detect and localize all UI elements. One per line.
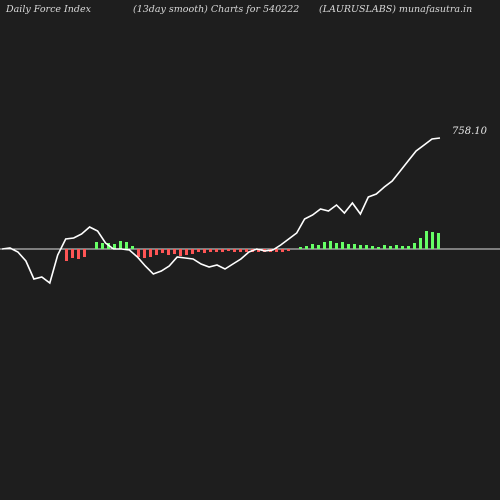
force-bar xyxy=(137,249,140,257)
force-bar xyxy=(311,244,314,249)
price-line xyxy=(1,137,441,285)
force-bar xyxy=(95,242,98,249)
force-bar xyxy=(425,231,428,249)
force-bar xyxy=(257,249,260,252)
force-bar xyxy=(359,245,362,249)
force-bar xyxy=(143,249,146,258)
force-bar xyxy=(413,243,416,249)
force-bar xyxy=(77,249,80,259)
force-bar xyxy=(209,249,212,252)
last-value-label: 758.10 xyxy=(452,126,488,137)
title-right: (LAURUSLABS) munafasutra.in xyxy=(319,4,473,15)
force-bar xyxy=(245,249,248,252)
force-bar xyxy=(275,249,278,252)
title-middle: (13day smooth) Charts for 540222 xyxy=(133,4,300,15)
force-index-bars xyxy=(65,231,440,261)
force-bar xyxy=(227,249,230,251)
force-bar xyxy=(353,244,356,249)
force-bar xyxy=(233,249,236,252)
force-bar xyxy=(419,238,422,249)
force-bar xyxy=(185,249,188,255)
force-bar xyxy=(431,232,434,249)
force-bar xyxy=(335,243,338,249)
force-bar xyxy=(215,249,218,252)
force-bar xyxy=(203,249,206,253)
force-bar xyxy=(71,249,74,258)
force-bar xyxy=(149,249,152,257)
force-bar xyxy=(389,246,392,249)
force-bar xyxy=(119,241,122,249)
force-bar xyxy=(401,246,404,249)
title-left: Daily Force Index xyxy=(6,4,91,15)
force-bar xyxy=(395,245,398,249)
force-bar xyxy=(167,249,170,255)
force-bar xyxy=(65,249,68,261)
force-bar xyxy=(83,249,86,257)
force-bar xyxy=(191,249,194,254)
force-bar xyxy=(407,246,410,249)
force-bar xyxy=(131,246,134,249)
force-bar xyxy=(179,249,182,256)
force-bar xyxy=(101,243,104,249)
force-bar xyxy=(161,249,164,253)
force-bar xyxy=(239,249,242,252)
force-bar xyxy=(299,247,302,249)
force-bar xyxy=(377,247,380,249)
force-bar xyxy=(173,249,176,254)
force-bar xyxy=(113,244,116,249)
force-bar xyxy=(329,241,332,249)
force-bar xyxy=(365,245,368,249)
force-bar xyxy=(287,249,290,251)
force-bar xyxy=(305,246,308,249)
force-bar xyxy=(323,242,326,249)
force-bar xyxy=(371,246,374,249)
force-bar xyxy=(221,249,224,252)
force-bar xyxy=(347,244,350,249)
force-bar xyxy=(437,233,440,249)
force-bar xyxy=(155,249,158,255)
force-bar xyxy=(197,249,200,252)
force-bar xyxy=(281,249,284,252)
force-bar xyxy=(383,245,386,249)
force-bar xyxy=(317,245,320,249)
force-bar xyxy=(341,242,344,249)
force-bar xyxy=(125,242,128,249)
